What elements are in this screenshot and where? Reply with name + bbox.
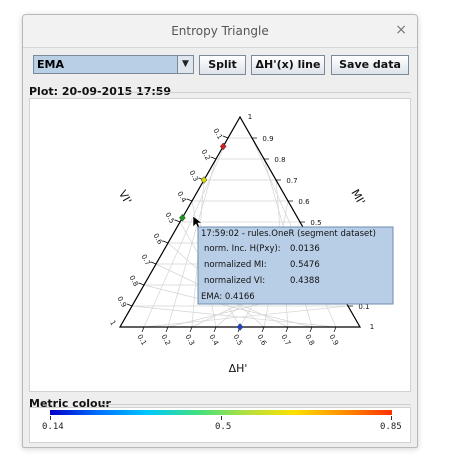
- tooltip-row-value: 0.0136: [290, 244, 320, 254]
- left-axis-tick-label: 0.6: [151, 232, 164, 246]
- plot-area[interactable]: 0.10.10.10.20.20.20.30.30.30.40.40.40.50…: [29, 98, 411, 392]
- bottom-axis-tick-label: 0.7: [279, 333, 291, 347]
- split-button[interactable]: Split: [199, 55, 246, 75]
- data-point-marker: [237, 324, 243, 331]
- left-axis-tick-label: 0.2: [199, 148, 211, 162]
- right-axis-tick-label: 0.9: [262, 135, 273, 143]
- entropy-triangle-window: Entropy Triangle × EMA ▼ Split ΔH'(x) li…: [22, 14, 418, 448]
- bottom-axis-tick-label: 0.8: [303, 333, 315, 347]
- scale-tick-min: [50, 416, 51, 420]
- bottom-axis-tick-label: 0.9: [327, 333, 339, 347]
- left-axis-tick-label: 0.1: [211, 127, 223, 141]
- left-axis-title: VI': [116, 188, 134, 206]
- left-axis-tick-label: 0.4: [175, 190, 188, 204]
- scale-label-max: 0.85: [380, 422, 402, 432]
- bottom-axis-tick-label: 0.6: [255, 333, 268, 347]
- scale-tick-mid: [221, 416, 222, 420]
- bottom-axis-tick: [286, 327, 288, 332]
- bottom-axis-tick-label: 0.5: [231, 333, 243, 347]
- scale-tick-max: [391, 416, 392, 420]
- data-point-marker: [179, 214, 185, 221]
- bottom-axis-tick: [214, 327, 216, 332]
- colour-gradient-bar: [50, 410, 392, 415]
- tooltip-footer: EMA: 0.4166: [201, 292, 255, 302]
- chevron-down-icon[interactable]: ▼: [177, 56, 193, 73]
- save-data-button[interactable]: Save data: [331, 55, 409, 75]
- title-bar[interactable]: Entropy Triangle ×: [23, 15, 417, 48]
- bottom-axis-tick-label: 0.4: [207, 333, 220, 347]
- left-axis-tick-label: 0.8: [127, 274, 139, 288]
- right-corner-tick-label: 1: [370, 323, 374, 331]
- metric-colour-scale: 0.14 0.5 0.85: [29, 407, 411, 443]
- tooltip-header: 17:59:02 - rules.OneR (segment dataset): [201, 229, 376, 239]
- right-axis-title: MI': [348, 187, 367, 207]
- close-icon[interactable]: ×: [395, 22, 407, 38]
- tooltip-row-value: 0.4388: [290, 276, 320, 286]
- left-axis-tick-label: 0.9: [115, 295, 127, 309]
- left-axis-tick-label: 0.3: [187, 169, 199, 183]
- left-axis-tick-label: 0.5: [163, 211, 175, 225]
- bottom-axis-tick: [190, 327, 192, 332]
- bottom-axis-tick-label: 0.1: [135, 333, 147, 347]
- right-axis-tick-label: 0.6: [298, 198, 310, 206]
- tooltip-row-label: norm. Inc. H(Pxy):: [204, 244, 281, 254]
- window-title: Entropy Triangle: [23, 24, 417, 38]
- toolbar: EMA ▼ Split ΔH'(x) line Save data: [23, 55, 417, 77]
- bottom-axis-tick: [166, 327, 168, 332]
- bottom-axis-title: ΔH': [229, 362, 248, 375]
- left-axis-tick-label: 0.7: [139, 253, 151, 267]
- bottom-axis-tick: [262, 327, 264, 332]
- plot-section-divider: [123, 92, 411, 93]
- bottom-axis-tick: [142, 327, 144, 332]
- delta-h-line-button[interactable]: ΔH'(x) line: [251, 55, 325, 75]
- tooltip-row-value: 0.5476: [290, 260, 320, 270]
- scale-label-min: 0.14: [42, 422, 64, 432]
- metric-section-divider: [101, 404, 411, 405]
- right-axis-tick-label: 0.7: [286, 177, 297, 185]
- bottom-axis-tick: [334, 327, 336, 332]
- dataset-select-value: EMA: [37, 58, 64, 71]
- top-corner-tick-label: 1: [248, 113, 252, 121]
- right-axis-tick-label: 0.5: [310, 219, 321, 227]
- grid-line-diagonal-left: [132, 306, 336, 327]
- bottom-axis-tick-label: 0.3: [183, 333, 195, 347]
- entropy-triangle-chart[interactable]: 0.10.10.10.20.20.20.30.30.30.40.40.40.50…: [30, 99, 410, 391]
- tooltip-row-label: normalized MI:: [204, 260, 267, 270]
- bottom-axis-tick-label: 0.2: [159, 333, 171, 347]
- right-axis-tick-label: 0.8: [274, 156, 285, 164]
- left-corner-tick-label: 1: [108, 319, 117, 327]
- data-point-marker: [201, 177, 207, 184]
- dataset-select[interactable]: EMA ▼: [33, 55, 194, 74]
- scale-label-mid: 0.5: [215, 422, 231, 432]
- tooltip-row-label: normalized VI:: [204, 276, 265, 286]
- bottom-axis-tick: [310, 327, 312, 332]
